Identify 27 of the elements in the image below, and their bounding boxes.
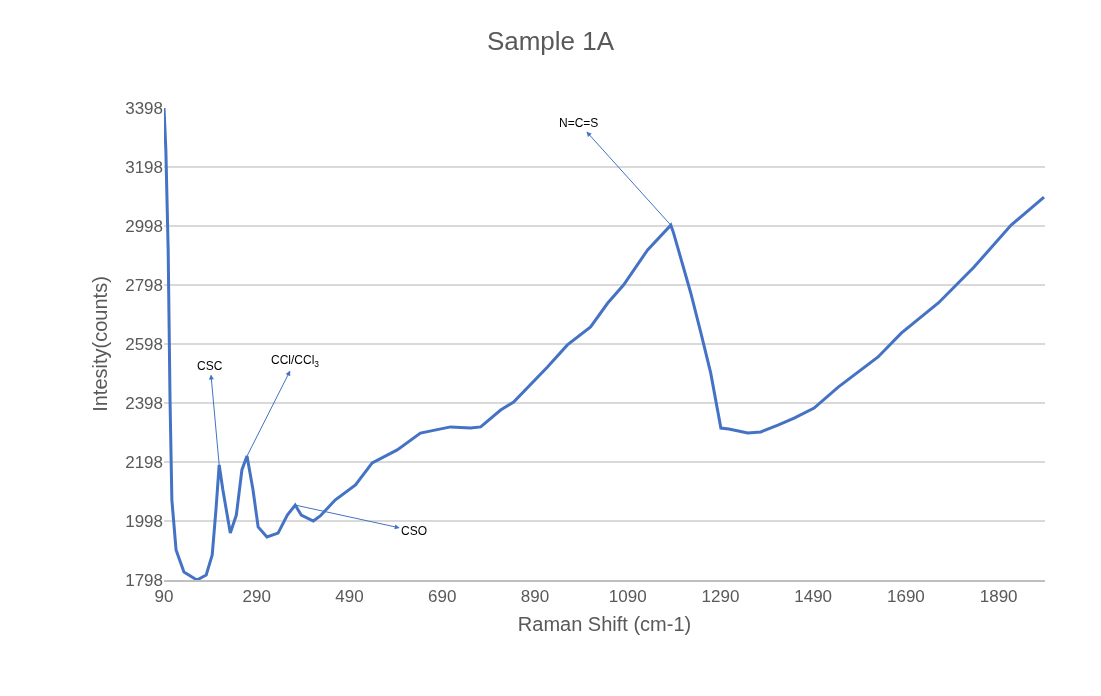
x-tick-label: 1890 (979, 587, 1018, 607)
x-tick-label: 290 (242, 587, 271, 607)
y-tick-label: 2198 (125, 452, 163, 472)
x-tick-label: 1690 (886, 587, 925, 607)
x-axis-title: Raman Shift (cm-1) (517, 613, 692, 636)
y-tick-label: 2798 (125, 275, 163, 295)
y-tick-label: 1798 (125, 570, 163, 590)
annotation: N=C=S (559, 116, 599, 130)
y-tick-label: 2598 (125, 334, 163, 354)
y-tick-label: 3398 (125, 98, 163, 118)
x-tick-label: 90 (154, 587, 174, 607)
annotation: CSO (401, 524, 428, 538)
line-series (164, 108, 1045, 580)
x-tick-label: 690 (428, 587, 457, 607)
y-axis-title: Intesity(counts) (88, 276, 111, 412)
x-tick-label: 1490 (794, 587, 833, 607)
y-tick-label: 2998 (125, 216, 163, 236)
annotation: CSC (197, 359, 223, 373)
x-tick-label: 890 (520, 587, 550, 607)
y-tick-label: 3198 (125, 157, 163, 177)
chart-title: Sample 1A (486, 25, 615, 56)
annotation: CCl/CCl$_{3}$ (271, 353, 320, 369)
x-tick-label: 1090 (608, 587, 647, 607)
x-tick-label: 1290 (701, 587, 740, 607)
y-tick-label: 1998 (125, 511, 163, 531)
y-tick-label: 2398 (125, 393, 163, 413)
x-tick-label: 490 (335, 587, 364, 607)
